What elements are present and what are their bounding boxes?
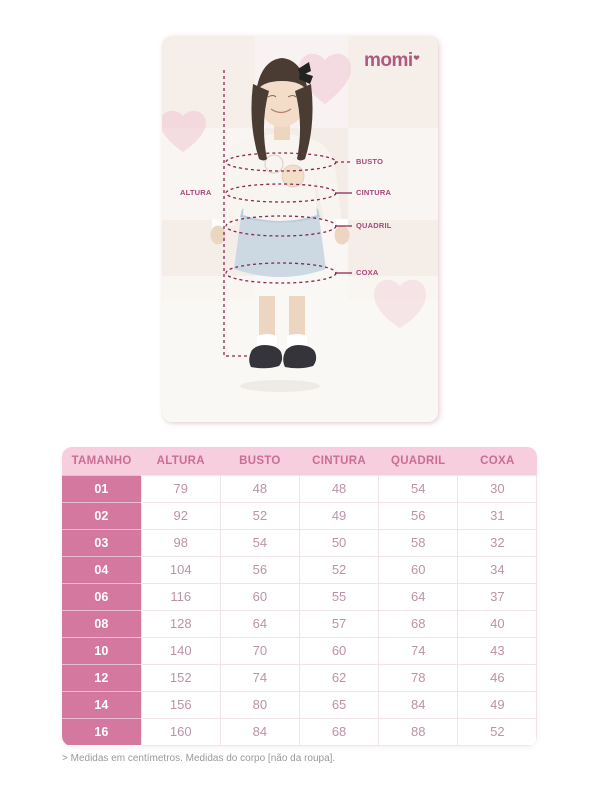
svg-text:COXA: COXA <box>356 268 379 277</box>
svg-text:ALTURA: ALTURA <box>180 188 212 197</box>
svg-text:QUADRIL: QUADRIL <box>356 221 392 230</box>
svg-text:CINTURA: CINTURA <box>356 188 392 197</box>
svg-text:BUSTO: BUSTO <box>356 157 383 166</box>
